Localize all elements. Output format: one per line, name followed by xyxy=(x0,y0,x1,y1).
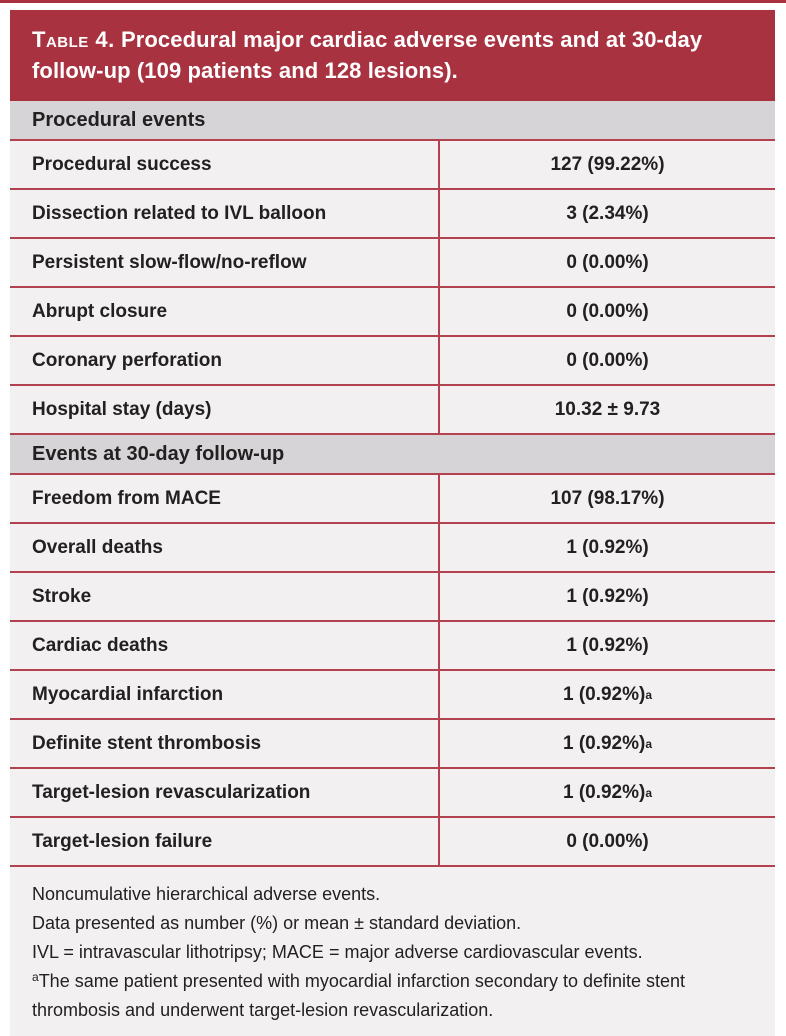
row-label: Procedural success xyxy=(32,153,212,175)
table-row: Procedural success 127 (99.22%) xyxy=(10,141,775,190)
row-label: Myocardial infarction xyxy=(32,683,224,705)
footnote-text: Noncumulative hierarchical adverse event… xyxy=(32,884,381,904)
row-label: Hospital stay (days) xyxy=(32,398,212,420)
value-text: 1 (0.92%) xyxy=(566,585,649,607)
row-label: Overall deaths xyxy=(32,536,163,558)
footnote-marker: a xyxy=(32,970,39,984)
row-label: Stroke xyxy=(32,585,92,607)
table-4: Table 4. Procedural major cardiac advers… xyxy=(10,10,775,1036)
row-label: Freedom from MACE xyxy=(32,487,221,509)
row-label: Dissection related to IVL balloon xyxy=(32,202,327,224)
value-text: 0 (0.00%) xyxy=(566,300,649,322)
table-row: Target-lesion failure 0 (0.00%) xyxy=(10,818,775,867)
row-value: 10.32 ± 9.73 xyxy=(438,386,775,433)
value-text: 10.32 ± 9.73 xyxy=(554,398,661,420)
row-label: Persistent slow-flow/no-reflow xyxy=(32,251,307,273)
row-value: 0 (0.00%) xyxy=(438,239,775,286)
table-row: Myocardial infarction 1 (0.92%) a xyxy=(10,671,775,720)
footnote-text: Data presented as number (%) or mean ± s… xyxy=(32,913,522,933)
footnote: aThe same patient presented with myocard… xyxy=(32,967,692,1025)
table-row: Freedom from MACE 107 (98.17%) xyxy=(10,475,775,524)
table-row: Target-lesion revascularization 1 (0.92%… xyxy=(10,769,775,818)
table-row: Dissection related to IVL balloon 3 (2.3… xyxy=(10,190,775,239)
table-row: Definite stent thrombosis 1 (0.92%) a xyxy=(10,720,775,769)
row-value: 1 (0.92%) xyxy=(438,573,775,620)
table-row: Cardiac deaths 1 (0.92%) xyxy=(10,622,775,671)
table-row: Abrupt closure 0 (0.00%) xyxy=(10,288,775,337)
row-value: 1 (0.92%) a xyxy=(438,671,775,718)
value-text: 3 (2.34%) xyxy=(566,202,649,224)
value-text: 127 (99.22%) xyxy=(550,153,665,175)
value-text: 1 (0.92%) xyxy=(562,683,646,705)
table-row: Hospital stay (days) 10.32 ± 9.73 xyxy=(10,386,775,435)
value-text: 1 (0.92%) xyxy=(562,781,646,803)
value-text: 1 (0.92%) xyxy=(566,634,649,656)
row-label: Abrupt closure xyxy=(32,300,168,322)
row-value: 1 (0.92%) xyxy=(438,524,775,571)
section-header-30-day-events: Events at 30-day follow-up xyxy=(10,435,775,475)
footnote: Data presented as number (%) or mean ± s… xyxy=(32,909,692,938)
footnote: Noncumulative hierarchical adverse event… xyxy=(32,880,692,909)
value-text: 0 (0.00%) xyxy=(566,251,649,273)
table-row: Overall deaths 1 (0.92%) xyxy=(10,524,775,573)
row-value: 1 (0.92%) a xyxy=(438,769,775,816)
footnote: IVL = intravascular lithotripsy; MACE = … xyxy=(32,938,692,967)
footnote-text: The same patient presented with myocardi… xyxy=(32,971,686,1020)
table-label: Table 4. xyxy=(32,27,115,52)
table-row: Coronary perforation 0 (0.00%) xyxy=(10,337,775,386)
row-label: Target-lesion revascularization xyxy=(32,781,311,803)
footnote-text: IVL = intravascular lithotripsy; MACE = … xyxy=(32,942,643,962)
table-title: Procedural major cardiac adverse events … xyxy=(32,27,703,83)
row-value: 1 (0.92%) a xyxy=(438,720,775,767)
top-rule xyxy=(0,0,786,3)
row-value: 1 (0.92%) xyxy=(438,622,775,669)
row-value: 107 (98.17%) xyxy=(438,475,775,522)
row-label: Coronary perforation xyxy=(32,349,223,371)
table-footnotes: Noncumulative hierarchical adverse event… xyxy=(10,867,775,1036)
value-text: 1 (0.92%) xyxy=(562,732,646,754)
row-value: 0 (0.00%) xyxy=(438,288,775,335)
row-label: Target-lesion failure xyxy=(32,830,213,852)
row-value: 0 (0.00%) xyxy=(438,818,775,865)
value-text: 107 (98.17%) xyxy=(550,487,665,509)
row-label: Cardiac deaths xyxy=(32,634,169,656)
row-value: 127 (99.22%) xyxy=(438,141,775,188)
row-label: Definite stent thrombosis xyxy=(32,732,262,754)
value-text: 0 (0.00%) xyxy=(566,349,649,371)
row-value: 0 (0.00%) xyxy=(438,337,775,384)
table-title-banner: Table 4. Procedural major cardiac advers… xyxy=(10,10,775,101)
value-text: 0 (0.00%) xyxy=(566,830,649,852)
row-value: 3 (2.34%) xyxy=(438,190,775,237)
section-header-procedural-events: Procedural events xyxy=(10,101,775,141)
table-row: Persistent slow-flow/no-reflow 0 (0.00%) xyxy=(10,239,775,288)
table-row: Stroke 1 (0.92%) xyxy=(10,573,775,622)
value-text: 1 (0.92%) xyxy=(566,536,649,558)
